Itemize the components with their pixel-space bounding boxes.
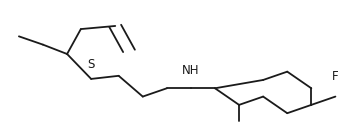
Text: NH: NH bbox=[182, 64, 200, 77]
Text: S: S bbox=[87, 58, 95, 71]
Text: F: F bbox=[332, 70, 339, 83]
